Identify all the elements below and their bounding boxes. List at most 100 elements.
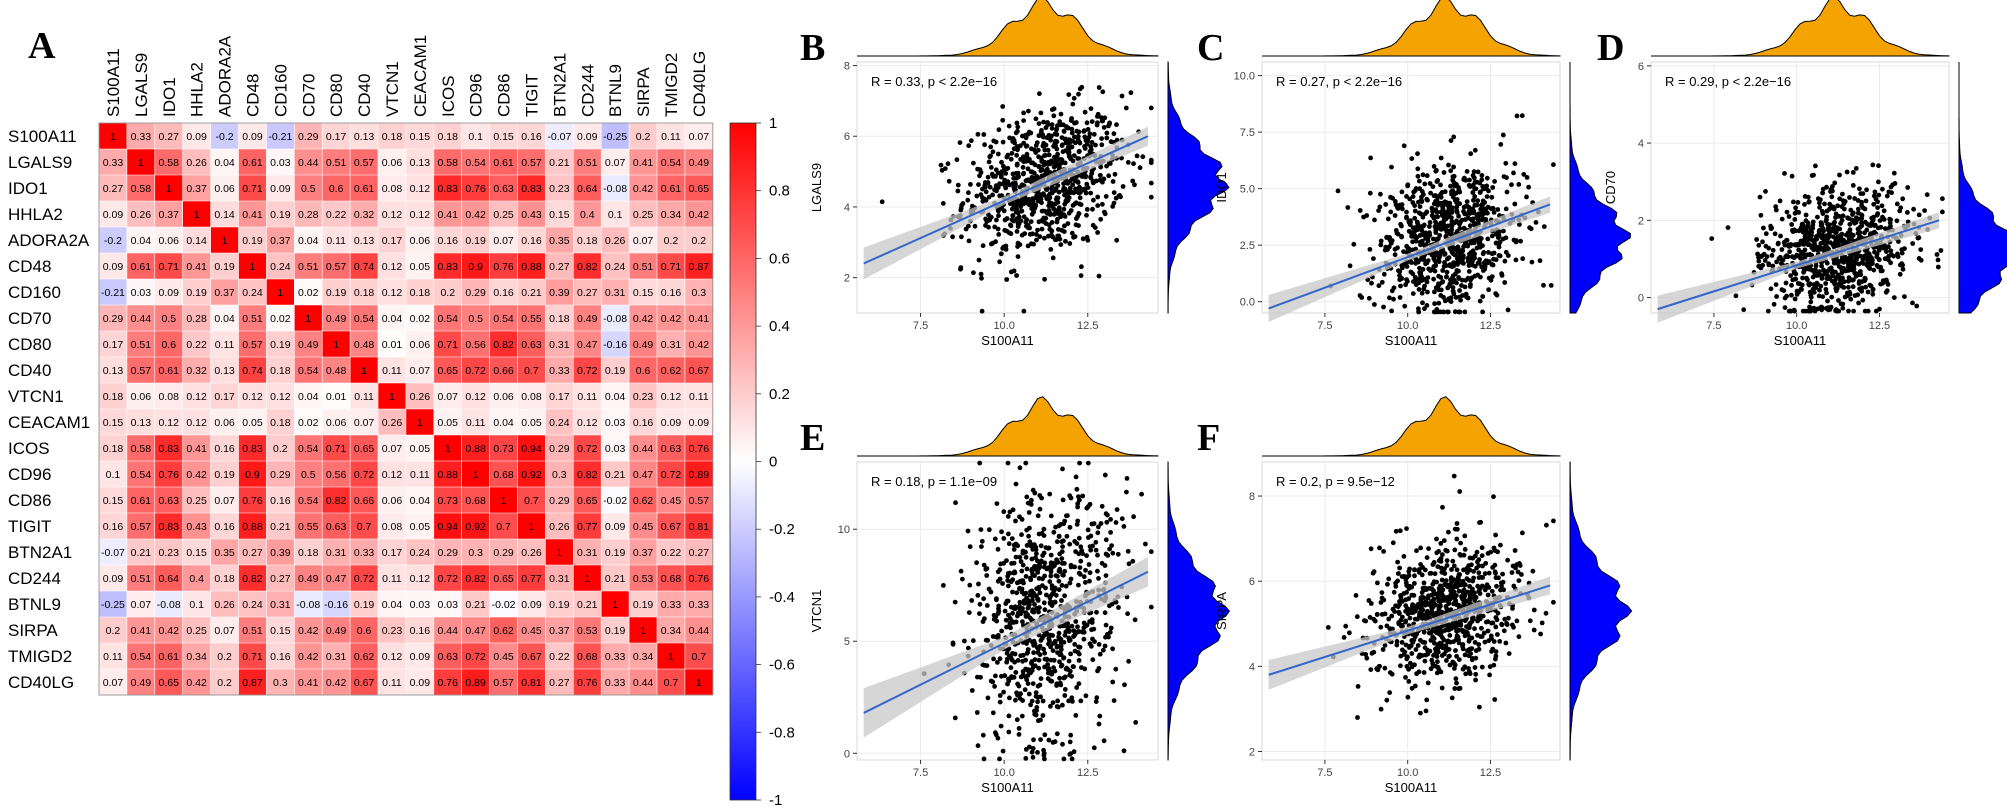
heatmap-cell-label: 0.71 [326, 443, 347, 455]
data-point [1051, 164, 1057, 170]
heatmap-cell [322, 461, 351, 488]
heatmap-cell-label: 0.19 [270, 339, 291, 351]
data-point [1047, 595, 1053, 601]
data-point [1035, 147, 1041, 153]
data-point [1050, 189, 1056, 195]
heatmap-cell-label: 0.25 [186, 495, 207, 507]
data-point [1023, 657, 1028, 663]
heatmap-cell [684, 305, 714, 332]
heatmap-cell-label: 0.09 [270, 183, 291, 195]
heatmap-cell [433, 201, 463, 228]
data-point [1870, 291, 1876, 297]
heatmap-cell-label: 0.25 [186, 625, 207, 637]
heatmap-cell [294, 331, 323, 358]
heatmap-cell [154, 409, 184, 436]
heatmap-cell [238, 539, 267, 566]
heatmap-cell [405, 669, 435, 696]
data-point [1058, 242, 1064, 248]
heatmap-cell-label: 0.71 [242, 651, 263, 663]
heatmap-cell-label: 0.11 [382, 573, 402, 585]
data-point [1015, 658, 1021, 663]
data-point [1103, 622, 1109, 628]
heatmap-cell-label: 0.24 [270, 261, 291, 273]
data-point [1378, 191, 1383, 197]
heatmap-cell-label: -0.02 [492, 599, 516, 611]
data-point [1081, 625, 1087, 631]
data-point [1440, 268, 1446, 273]
data-point [1092, 225, 1098, 231]
data-point [1805, 277, 1810, 283]
heatmap-cell-label: 0.18 [549, 313, 570, 325]
data-point [1469, 218, 1475, 223]
heatmap-cell-label: 0.33 [354, 547, 375, 559]
heatmap-cell-label: 1 [640, 625, 646, 637]
data-point [1405, 182, 1411, 188]
column-label: ICOS [439, 75, 458, 117]
heatmap-cell [573, 461, 602, 488]
data-point [1053, 138, 1058, 144]
data-point [1084, 207, 1090, 212]
data-point [953, 500, 958, 506]
data-point [1381, 271, 1387, 277]
data-point [1103, 511, 1109, 517]
heatmap-cell-label: 0.07 [410, 365, 431, 377]
correlation-annotation: R = 0.29, p < 2.2e−16 [1665, 74, 1791, 89]
data-point [1067, 580, 1073, 586]
data-point [980, 243, 986, 249]
heatmap-cell [601, 643, 630, 670]
data-point [1404, 209, 1409, 215]
data-point [1019, 713, 1025, 719]
data-point [1387, 235, 1392, 241]
heatmap-cell-label: -0.21 [268, 131, 292, 143]
data-point [990, 149, 996, 155]
data-point [1466, 204, 1472, 210]
heatmap-cell-label: 0.54 [354, 313, 375, 325]
data-point [1347, 263, 1353, 269]
heatmap-cell-label: 0.42 [689, 339, 710, 351]
data-point [1870, 162, 1876, 168]
column-label: CD96 [467, 74, 486, 117]
heatmap-cell [657, 513, 686, 540]
heatmap-cell [126, 643, 156, 670]
data-point [1124, 476, 1130, 481]
panel-letter-c: C [1197, 27, 1224, 69]
data-point [1084, 234, 1090, 240]
data-point [1036, 657, 1042, 663]
data-point [978, 527, 984, 532]
heatmap-cell-label: -0.08 [603, 183, 627, 195]
data-point [1467, 284, 1473, 289]
heatmap-cell [405, 617, 435, 644]
heatmap-cell-label: 0.47 [577, 339, 598, 351]
data-point [1819, 208, 1825, 214]
heatmap-cell-label: 0.3 [692, 287, 707, 299]
data-point [1119, 516, 1125, 522]
heatmap-cell-label: 0.11 [382, 365, 402, 377]
data-point [1853, 273, 1859, 279]
heatmap-cell [294, 539, 323, 566]
heatmap-cell-label: 0.51 [577, 157, 598, 169]
data-point [1004, 624, 1009, 630]
heatmap-cell-label: 0.11 [466, 417, 486, 429]
heatmap-cell-label: 0.06 [159, 235, 180, 247]
data-point [1125, 548, 1131, 554]
data-point [1037, 506, 1043, 512]
data-point [1072, 648, 1078, 654]
data-point [1498, 142, 1504, 147]
heatmap-cell [545, 643, 574, 670]
data-point [1846, 236, 1852, 242]
data-point [1443, 263, 1449, 268]
data-point [1345, 205, 1351, 210]
heatmap-cell [126, 123, 156, 150]
data-point [972, 223, 978, 229]
data-point [987, 154, 993, 160]
heatmap-cell [405, 461, 435, 488]
heatmap-cell-label: 0.7 [692, 651, 707, 663]
heatmap-cell-label: 0.12 [159, 417, 180, 429]
heatmap-cell [99, 669, 128, 696]
heatmap-cell-label: 0.45 [661, 495, 682, 507]
heatmap-cell [266, 357, 295, 384]
data-point [1025, 647, 1031, 652]
data-point [1082, 109, 1088, 115]
heatmap-cell-label: 0.53 [577, 625, 598, 637]
data-point [1038, 676, 1044, 681]
